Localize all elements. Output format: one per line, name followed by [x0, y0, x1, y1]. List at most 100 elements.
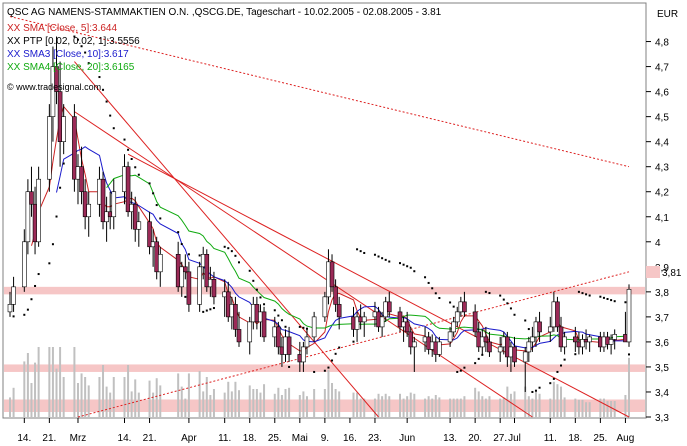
volume-bar	[280, 395, 283, 417]
sar-dot	[12, 315, 15, 318]
volume-bar	[581, 399, 584, 417]
sar-dot	[484, 290, 487, 293]
sar-dot	[356, 248, 359, 251]
candle-body	[454, 311, 460, 323]
sar-dot	[581, 292, 584, 295]
volume-bar	[277, 387, 280, 417]
volume-bar	[212, 389, 215, 417]
sar-dot	[127, 148, 130, 151]
sar-dot	[552, 377, 555, 380]
x-tick-label: 9.	[321, 433, 329, 444]
candle-body	[25, 191, 31, 243]
sar-dot	[474, 362, 477, 365]
volume-bar	[313, 389, 316, 417]
candle-body	[329, 261, 335, 288]
volume-bar	[585, 402, 588, 417]
sar-dot	[134, 166, 137, 169]
volume-bar	[552, 381, 555, 417]
volume-bar	[452, 398, 455, 417]
legend-entry: XX SMA [Close, 5]:3.644	[7, 23, 117, 34]
copyright-text: © www.tradesignal.com	[7, 82, 101, 92]
candle-body	[204, 254, 210, 288]
candle-body	[573, 336, 578, 343]
volume-bar	[477, 391, 480, 417]
sar-dot	[327, 366, 330, 369]
y-tick-label: 4,2	[655, 188, 669, 199]
sar-dot	[331, 359, 334, 362]
y-tick-label: 4,1	[655, 213, 669, 224]
sar-dot	[180, 243, 183, 246]
sar-dot	[606, 297, 609, 300]
volume-bar	[549, 398, 552, 417]
sar-dot	[313, 370, 316, 373]
candle-body	[86, 203, 92, 218]
last-price-label: 3,81	[662, 268, 682, 279]
sar-dot	[481, 353, 484, 356]
sar-dot	[252, 279, 255, 282]
sar-dot	[98, 76, 101, 79]
sar-dot	[574, 353, 577, 356]
x-tick-label: 21.	[143, 433, 157, 444]
volume-bar	[255, 389, 258, 417]
sar-dot	[531, 390, 534, 393]
candle-body	[22, 241, 27, 288]
legend-entry: XX PTP [0.02, 0.02, 1]:3.5556	[7, 36, 140, 47]
candle-body	[530, 336, 535, 343]
x-tick-label: Mai	[292, 433, 308, 444]
sar-dot	[577, 290, 580, 293]
sar-dot	[323, 369, 326, 372]
volume-bar	[137, 392, 140, 417]
volume-bar	[431, 398, 434, 417]
y-tick-label: 3,9	[655, 263, 669, 274]
x-tick-label: 11.	[544, 433, 557, 444]
y-tick-label: 4,7	[655, 63, 669, 74]
x-tick-label: 27.	[493, 433, 507, 444]
sar-dot	[284, 325, 287, 328]
sar-dot	[549, 382, 552, 385]
volume-bar	[323, 389, 326, 417]
volume-bar	[481, 396, 484, 417]
volume-bar	[588, 402, 591, 417]
volume-bar	[259, 392, 262, 417]
volume-bar	[59, 347, 62, 417]
candle-body	[537, 321, 542, 333]
volume-bar	[502, 397, 505, 417]
sar-dot	[363, 251, 366, 254]
support-resistance-zone	[4, 286, 645, 295]
volume-bar	[80, 373, 83, 417]
sar-dot	[334, 352, 337, 355]
volume-bar	[399, 393, 402, 417]
sar-dot	[159, 217, 162, 220]
volume-bar	[538, 393, 541, 417]
sar-dot	[230, 250, 233, 253]
x-tick-label: 13.	[443, 433, 457, 444]
volume-bar	[202, 391, 205, 417]
volume-bar	[402, 398, 405, 417]
sar-dot	[123, 138, 126, 141]
candle-body	[11, 286, 16, 305]
sar-dot	[109, 114, 112, 117]
x-tick-label: 18.	[568, 433, 582, 444]
volume-bar	[356, 392, 359, 417]
sar-dot	[80, 45, 83, 48]
candle-body	[311, 316, 317, 338]
volume-bar	[209, 395, 212, 417]
volume-bar	[34, 362, 37, 417]
volume-bar	[177, 373, 180, 417]
volume-bar	[424, 398, 427, 417]
candle-body	[186, 271, 192, 305]
sar-dot	[613, 300, 616, 303]
volume-bar	[23, 361, 26, 417]
sar-dot	[30, 298, 33, 301]
y-tick-label: 4,6	[655, 88, 669, 99]
volume-bar	[438, 397, 441, 417]
sar-dot	[513, 313, 516, 316]
volume-bar	[331, 383, 334, 417]
volume-bar	[484, 398, 487, 417]
y-tick-label: 3,5	[655, 363, 669, 374]
sar-dot	[585, 293, 588, 296]
volume-bar	[381, 396, 384, 417]
volume-bar	[51, 347, 54, 417]
sar-dot	[76, 38, 79, 41]
sar-dot	[402, 263, 405, 266]
